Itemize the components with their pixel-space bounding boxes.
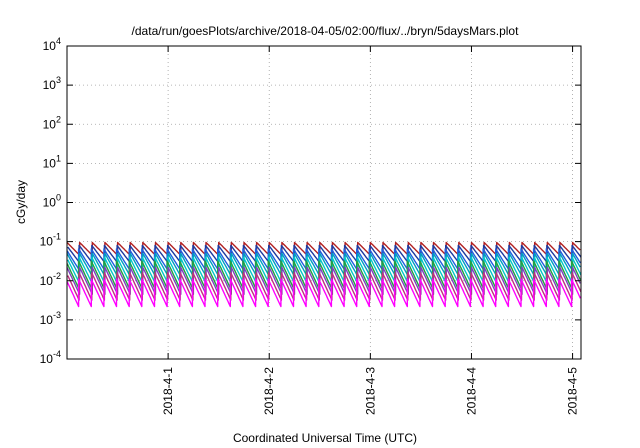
x-tick-label: 2018-4-4 bbox=[464, 367, 478, 415]
x-tick-label: 2018-4-5 bbox=[566, 367, 580, 415]
x-tick-label: 2018-4-3 bbox=[363, 367, 377, 415]
x-axis-label: Coordinated Universal Time (UTC) bbox=[233, 431, 417, 445]
axes: 10-4 10-3 10-2 10-1 100 101 102 103 104 2018-4-1 2… bbox=[40, 36, 581, 415]
series-lines bbox=[66, 241, 582, 308]
y-tick-label: 10-3 bbox=[40, 310, 61, 327]
x-tick-label: 2018-4-2 bbox=[262, 367, 276, 415]
chart-title: /data/run/goesPlots/archive/2018-04-05/0… bbox=[132, 24, 520, 38]
y-tick-label: 10-1 bbox=[40, 232, 61, 249]
x-tick-label: 2018-4-1 bbox=[161, 367, 175, 415]
y-tick-label: 102 bbox=[43, 114, 61, 131]
y-axis-label: cGy/day bbox=[14, 180, 28, 224]
y-tick-label: 103 bbox=[43, 75, 61, 92]
y-tick-label: 10-4 bbox=[40, 349, 61, 366]
y-tick-label: 10-2 bbox=[40, 271, 61, 288]
y-tick-label: 104 bbox=[43, 36, 61, 53]
series-line-9 bbox=[66, 278, 582, 308]
y-tick-label: 101 bbox=[43, 153, 61, 170]
grid bbox=[67, 46, 581, 359]
y-tick-label: 100 bbox=[43, 193, 61, 210]
